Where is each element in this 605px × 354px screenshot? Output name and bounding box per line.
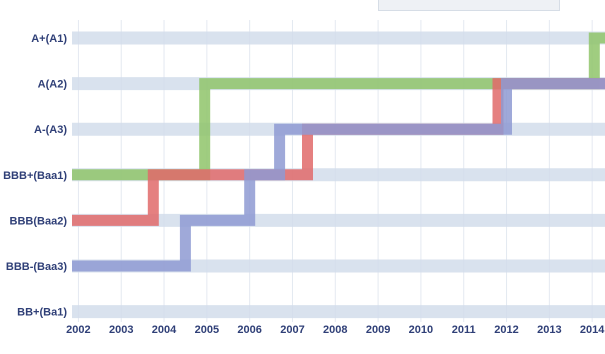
- y-tick-label: A-(A3): [34, 124, 67, 136]
- x-tick-label: 2004: [152, 324, 177, 336]
- y-tick-label: BBB+(Baa1): [3, 170, 67, 182]
- x-tick-label: 2010: [409, 324, 433, 336]
- y-tick-label: BB+(Ba1): [17, 307, 67, 319]
- y-tick-label: BBB-(Baa3): [6, 261, 67, 273]
- y-tick-label: BBB(Baa2): [10, 215, 68, 227]
- x-tick-label: 2003: [109, 324, 133, 336]
- series-layer: [72, 32, 605, 272]
- top-label-box: [378, 0, 560, 11]
- y-axis-labels: BB+(Ba1) BBB-(Baa3) BBB(Baa2) BBB+(Baa1) A-(…: [3, 33, 67, 319]
- series-line-0: [72, 32, 605, 181]
- series-line-1: [72, 78, 605, 226]
- y-tick-label: A(A2): [38, 79, 68, 91]
- x-tick-label: 2014: [580, 324, 605, 336]
- x-axis-labels: 2002 2003 2004 2005 2006 2007 2008 2009 2010 2011…: [66, 324, 605, 336]
- x-tick-label: 2002: [66, 324, 90, 336]
- x-tick-label: 2006: [237, 324, 261, 336]
- x-tick-label: 2012: [494, 324, 518, 336]
- y-tick-label: A+(A1): [31, 33, 67, 45]
- x-tick-label: 2009: [366, 324, 390, 336]
- x-tick-label: 2011: [452, 324, 476, 336]
- x-tick-label: 2005: [195, 324, 219, 336]
- series-line-2: [72, 78, 605, 272]
- x-tick-label: 2013: [537, 324, 561, 336]
- x-tick-label: 2008: [323, 324, 347, 336]
- x-tick-label: 2007: [280, 324, 304, 336]
